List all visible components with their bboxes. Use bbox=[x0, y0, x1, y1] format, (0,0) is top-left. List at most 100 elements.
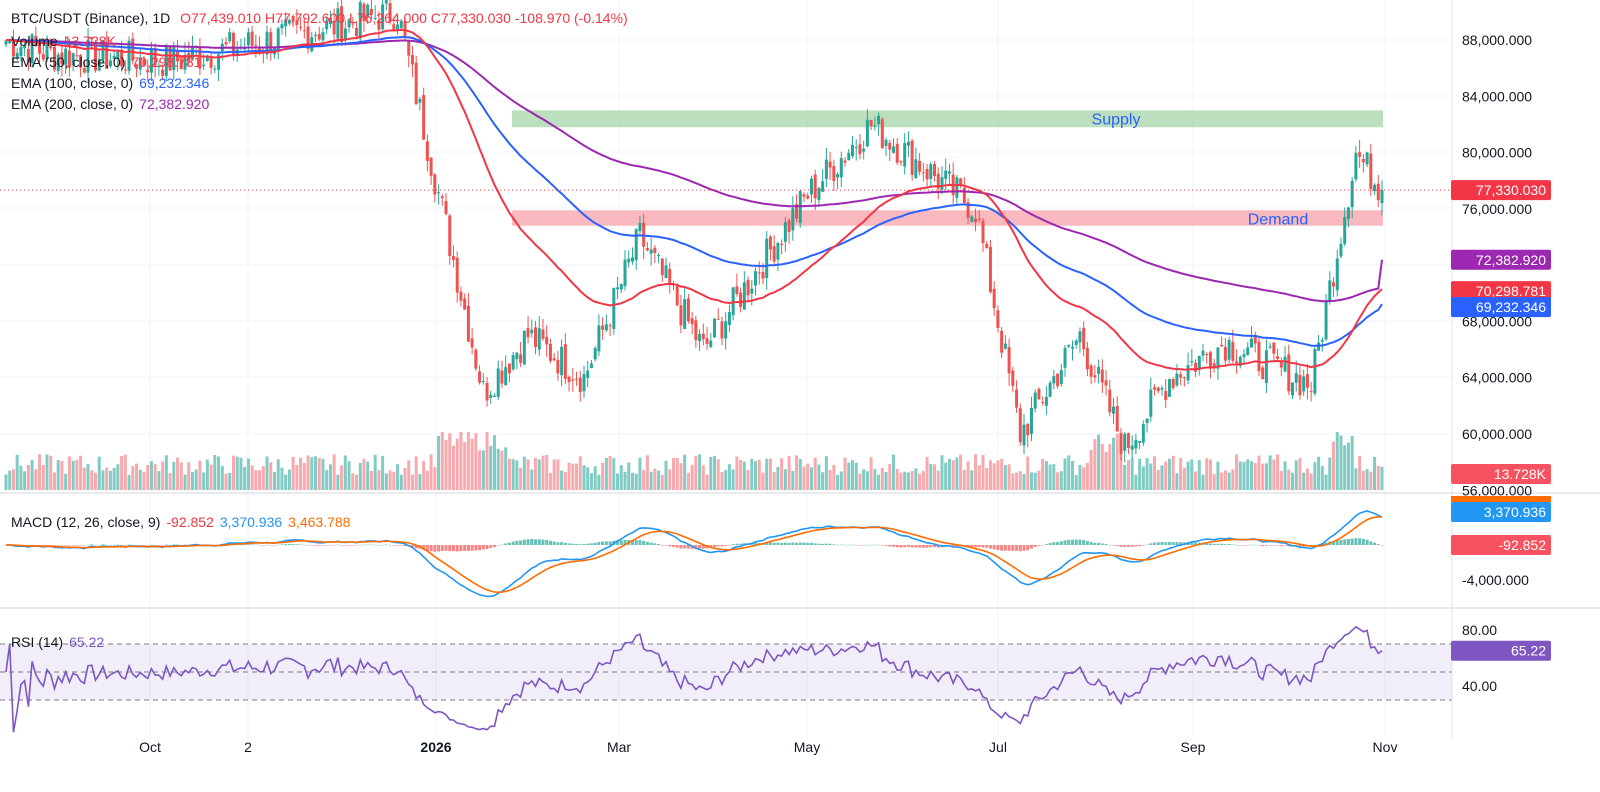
volume-bar bbox=[1052, 464, 1056, 490]
candle-body bbox=[1313, 348, 1317, 394]
macd-hist-bar bbox=[981, 545, 985, 548]
candle-body bbox=[992, 288, 996, 309]
macd-hist-bar bbox=[388, 544, 392, 546]
volume-bar bbox=[1231, 469, 1235, 490]
volume-bar bbox=[988, 460, 992, 490]
candle-body bbox=[541, 329, 545, 339]
macd-hist-bar bbox=[1235, 544, 1239, 546]
candle-body bbox=[459, 291, 463, 301]
volume-bar bbox=[1298, 457, 1302, 490]
volume-bar bbox=[149, 461, 153, 490]
macd-legend[interactable]: MACD (12, 26, close, 9) -92.852 3,370.936 3… bbox=[11, 514, 351, 530]
macd-hist-bar bbox=[1108, 544, 1112, 546]
ema50-badge-bg bbox=[1451, 281, 1551, 302]
candle-body bbox=[1141, 424, 1145, 443]
macd-hist-bar bbox=[1026, 545, 1030, 551]
macd-hist-bar bbox=[765, 542, 769, 545]
macd-hist-bar bbox=[1346, 539, 1350, 545]
volume-bar bbox=[246, 458, 250, 490]
volume-bar bbox=[1070, 461, 1074, 490]
volume-bar bbox=[836, 474, 840, 490]
macd-hist-bar bbox=[1343, 539, 1347, 545]
volume-legend[interactable]: Volume 13.728K bbox=[11, 33, 116, 49]
symbol-title[interactable]: BTC/USDT (Binance), 1D bbox=[11, 10, 171, 26]
volume-bar bbox=[880, 467, 884, 490]
volume-bar bbox=[1082, 467, 1086, 490]
candle-body bbox=[496, 368, 500, 397]
volume-bar bbox=[269, 462, 273, 490]
macd-hist-bar bbox=[1205, 542, 1209, 545]
macd-hist-bar bbox=[1194, 542, 1198, 545]
macd-hist-bar bbox=[444, 545, 448, 551]
candle-body bbox=[1119, 432, 1123, 454]
macd-hist-bar bbox=[828, 543, 832, 545]
macd-badge: 3,370.936 bbox=[1484, 504, 1546, 520]
candle-body bbox=[463, 298, 467, 310]
macd-hist-bar bbox=[657, 544, 661, 545]
volume-bar bbox=[198, 460, 202, 490]
candle-body bbox=[1302, 376, 1306, 392]
macd-hist-bar bbox=[1078, 539, 1082, 545]
macd-hist-bar bbox=[310, 545, 314, 546]
candle-body bbox=[694, 320, 698, 341]
candle-body bbox=[504, 367, 508, 386]
candle-body bbox=[657, 254, 661, 256]
macd-hist-bar bbox=[1041, 544, 1045, 546]
volume-bar bbox=[504, 447, 508, 490]
macd-hist-bar bbox=[1149, 543, 1153, 545]
volume-bar bbox=[280, 467, 284, 490]
volume-bar bbox=[30, 459, 34, 490]
candle-body bbox=[660, 258, 664, 276]
candle-body bbox=[802, 194, 806, 197]
candle-body bbox=[1376, 183, 1380, 201]
candle-body bbox=[974, 218, 978, 223]
macd-hist-bar bbox=[589, 543, 593, 545]
candle-body bbox=[38, 43, 42, 54]
volume-bar bbox=[231, 455, 235, 490]
candle-body bbox=[280, 24, 284, 29]
macd-hist-bar bbox=[1264, 545, 1268, 546]
candle-body bbox=[198, 46, 202, 69]
volume-bar bbox=[1126, 459, 1130, 490]
volume-bar bbox=[1093, 439, 1097, 490]
candle-body bbox=[429, 157, 433, 176]
ema50-legend[interactable]: EMA (50, close, 0) 70,298.781 bbox=[11, 54, 202, 70]
volume-bar bbox=[1179, 458, 1183, 490]
volume-bar bbox=[1164, 461, 1168, 490]
ema200-legend[interactable]: EMA (200, close, 0) 72,382.920 bbox=[11, 96, 210, 112]
macd-hist-bar bbox=[754, 542, 758, 545]
volume-bar bbox=[865, 471, 869, 490]
volume-bar bbox=[373, 454, 377, 490]
macd-hist-bar bbox=[817, 543, 821, 545]
volume-bar bbox=[1380, 466, 1384, 490]
volume-bar bbox=[526, 459, 530, 490]
volume-bar bbox=[593, 466, 597, 490]
volume-bar bbox=[135, 463, 139, 490]
ema100-legend[interactable]: EMA (100, close, 0) 69,232.346 bbox=[11, 75, 210, 91]
volume-bar bbox=[1104, 451, 1108, 490]
candle-body bbox=[548, 343, 552, 361]
candle-body bbox=[1249, 338, 1253, 348]
candle-body bbox=[664, 265, 668, 278]
macd-hist-bar bbox=[321, 545, 325, 546]
volume-bar bbox=[93, 472, 97, 490]
candle-body bbox=[8, 38, 12, 44]
candle-body bbox=[149, 49, 153, 73]
candle-body bbox=[1126, 433, 1130, 448]
volume-bar bbox=[1205, 458, 1209, 490]
volume-bar bbox=[492, 435, 496, 490]
macd-hist-bar bbox=[735, 543, 739, 545]
demand-label: Demand bbox=[1248, 211, 1308, 228]
macd-hist-bar bbox=[414, 545, 418, 549]
rsi-legend[interactable]: RSI (14) 65.22 bbox=[11, 634, 105, 650]
candle-body bbox=[1078, 331, 1082, 343]
candle-body bbox=[418, 98, 422, 103]
macd-hist-bar bbox=[403, 545, 407, 546]
volume-bar bbox=[1059, 471, 1063, 490]
volume-bar bbox=[742, 461, 746, 490]
volume-bar bbox=[422, 460, 426, 490]
candle-body bbox=[392, 24, 396, 31]
candle-body bbox=[112, 55, 116, 59]
